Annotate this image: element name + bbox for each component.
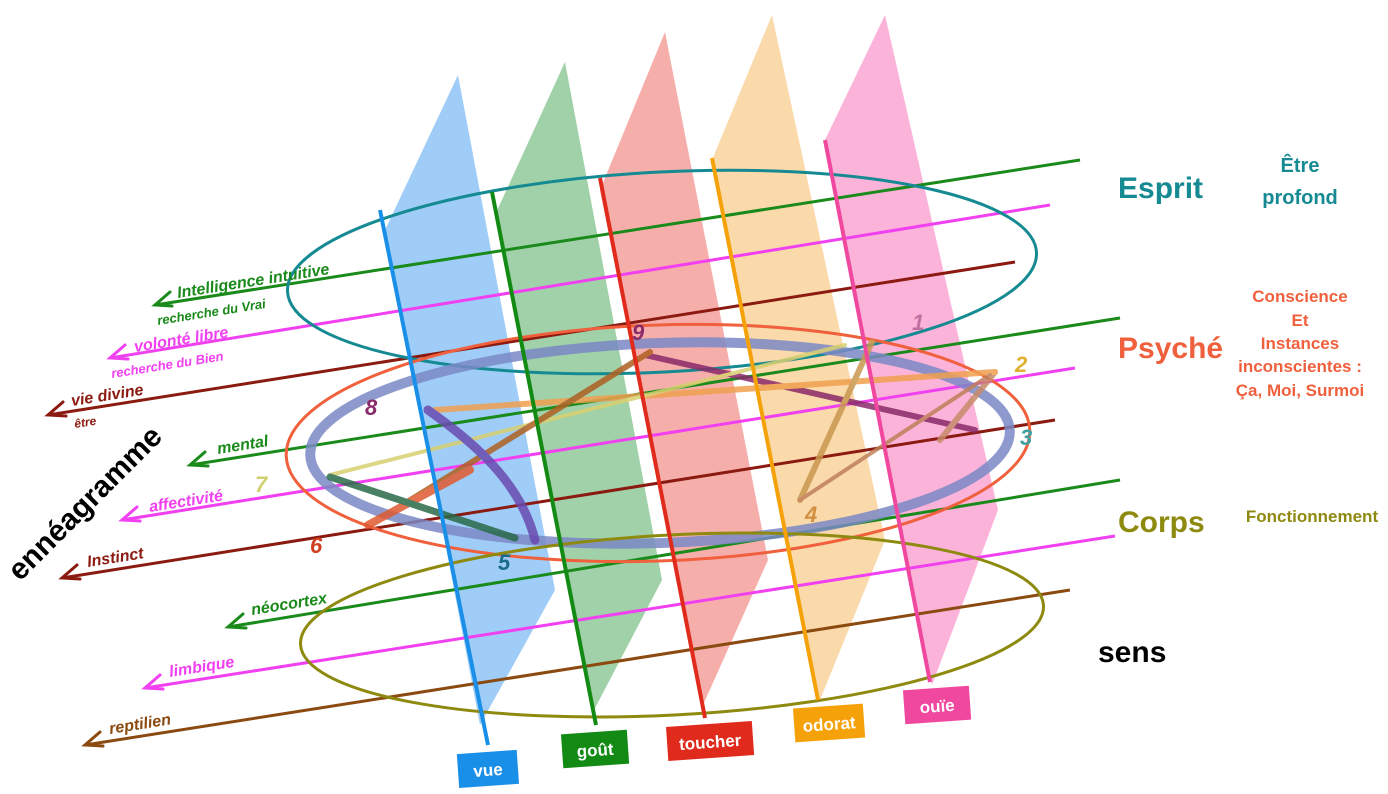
enneagram-point-3: 3 (1020, 425, 1032, 450)
label-affectivite: affectivité (148, 488, 224, 516)
level-esprit-desc-2: profond (1262, 187, 1338, 209)
axis-ouie (823, 139, 932, 683)
level-psyche-desc-3: Instances (1261, 334, 1339, 353)
ellipse-psyche-inner (305, 337, 1015, 549)
axis-toucher (598, 177, 707, 719)
level-psyche-desc-4: inconscientes : (1238, 357, 1362, 376)
arrow-9-3 (642, 352, 978, 433)
axis-gout (490, 191, 598, 726)
sense-vue-text: vue (473, 760, 504, 781)
enneagram-point-4: 4 (804, 502, 817, 527)
enneagram-point-6: 6 (310, 533, 323, 558)
level-psyche-desc: Conscience Et Instances inconscientes : … (1236, 287, 1364, 400)
sense-gout-text: goût (576, 740, 614, 762)
arrow-4-2 (798, 373, 992, 502)
line-arrowheads (44, 290, 248, 748)
axis-vue (378, 209, 490, 746)
plane-vue (385, 75, 555, 725)
arrow-6-6 (364, 466, 474, 529)
sense-ouie-text: ouïe (919, 696, 955, 717)
enneagram-point-1: 1 (912, 310, 924, 335)
sense-label-odorat: odorat (792, 703, 866, 743)
label-vie-sub: être (73, 414, 97, 431)
level-esprit: Esprit (1118, 172, 1203, 205)
label-intelligence: Intelligence intuitive (176, 261, 331, 302)
sense-toucher-text: toucher (678, 731, 742, 754)
arrow-1-4 (797, 339, 875, 503)
ellipse-esprit (285, 168, 1039, 376)
enneagram-point-8: 8 (365, 395, 378, 420)
ellipse-psyche-outer (284, 322, 1032, 564)
level-psyche-desc-1: Conscience (1252, 287, 1347, 306)
level-esprit-desc-1: Être (1281, 153, 1320, 177)
enneagram-arrows (326, 339, 998, 545)
arrow-7-1 (328, 343, 847, 477)
enneagram-point-2: 2 (1014, 352, 1028, 377)
ellipse-corps (298, 531, 1046, 719)
line-limbique (144, 534, 1116, 690)
arrow-2-8 (432, 369, 998, 413)
level-psyche: Psyché (1118, 332, 1223, 365)
line-volonte (109, 203, 1051, 360)
level-sens: sens (1098, 636, 1166, 669)
level-psyche-desc-5: Ça, Moi, Surmoi (1236, 381, 1364, 400)
level-corps-desc: Fonctionnement (1246, 507, 1379, 526)
line-affectivite (121, 366, 1076, 522)
enneagram-point-5: 5 (498, 550, 511, 575)
arrow-3-2 (937, 369, 998, 443)
sense-label-vue: vue (456, 749, 520, 788)
enneagram-point-7: 7 (255, 472, 269, 497)
line-reptilien (84, 588, 1071, 747)
enneagram-numbers: 1 2 3 4 5 6 7 8 9 (255, 310, 1032, 575)
sense-label-ouie: ouïe (902, 685, 972, 725)
enneagram-point-9: 9 (632, 320, 645, 345)
level-corps: Corps (1118, 506, 1205, 539)
axis-odorat (710, 157, 820, 701)
line-intelligence (154, 158, 1081, 307)
sense-label-toucher: toucher (665, 721, 755, 761)
sense-odorat-text: odorat (802, 713, 856, 736)
line-instinct (61, 418, 1056, 580)
label-volonte-sub: recherche du Bien (110, 348, 224, 381)
plane-gout (495, 62, 662, 712)
arrow-8-5 (423, 405, 540, 545)
arrow-5-7 (326, 473, 519, 542)
level-psyche-desc-2: Et (1292, 311, 1309, 330)
sense-label-gout: goût (560, 729, 630, 769)
